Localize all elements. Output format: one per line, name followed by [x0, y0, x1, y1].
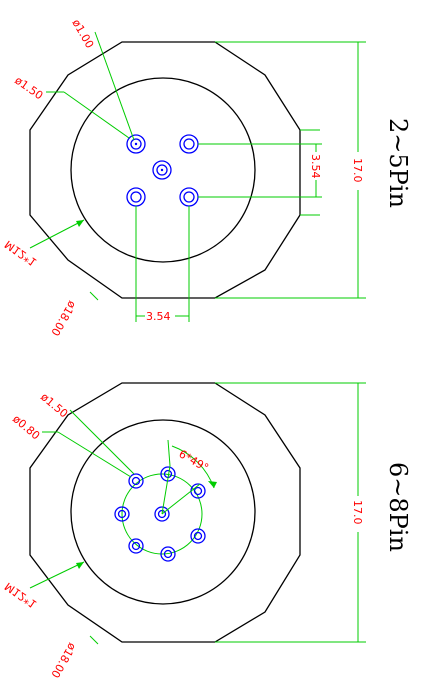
top-pin-body [126, 187, 146, 207]
top-pin-body [179, 187, 199, 207]
bottom-thread-label: M12*1 [2, 580, 39, 611]
bottom-pin-body-label: ø1.50 [38, 390, 70, 420]
top-outer-diameter-label: ø18.00 [48, 299, 78, 339]
top-pin-body [152, 160, 172, 180]
top-pin-center-dot [160, 168, 164, 172]
top-pin-body [179, 134, 199, 154]
bottom-pin-body [160, 546, 176, 562]
top-pin-body-label: ø1.50 [12, 74, 45, 103]
bottom-pin-hole [163, 549, 173, 559]
top-pin-hole [183, 138, 195, 150]
bottom-pin-hole [131, 541, 141, 551]
top-inner-circle [70, 77, 256, 263]
top-spacing-vertical-label: 3.54 [309, 154, 322, 179]
bottom-pin-hole [193, 531, 203, 541]
top-pin-center-dot [134, 142, 138, 146]
top-title: 2~5Pin [384, 118, 412, 208]
top-pin-hole-label: ø1.00 [69, 17, 96, 51]
bottom-pin-body [154, 506, 170, 522]
bottom-outer-diameter-label: ø18.00 [48, 641, 78, 681]
bottom-pin-hole-label: ø0.80 [10, 412, 42, 442]
bottom-pin-body [128, 473, 144, 489]
bottom-inner-circle [70, 419, 256, 605]
bottom-height-label: 17.0 [351, 500, 364, 525]
top-leaders [29, 31, 366, 322]
top-pin-hole [130, 191, 142, 203]
top-spacing-horizontal-label: 3.54 [146, 310, 171, 323]
bottom-pitch-circle [121, 473, 203, 555]
bottom-title: 6~8Pin [384, 462, 412, 552]
bottom-pin-hole [117, 509, 127, 519]
bottom-view: ø1.50 ø0.80 6*49° M12*1 ø18.00 17.0 6~8P… [2, 382, 412, 681]
top-pins [126, 134, 199, 207]
bottom-pin-body [114, 506, 130, 522]
bottom-pins [114, 466, 206, 562]
top-view: ø1.00 ø1.50 M12*1 ø18.00 3.54 3.54 17.0 … [2, 17, 412, 338]
top-height-label: 17.0 [351, 158, 364, 183]
bottom-pin-body [190, 528, 206, 544]
top-pin-hole [130, 138, 142, 150]
top-thread-label: M12*1 [2, 238, 39, 269]
top-pin-body [126, 134, 146, 154]
bottom-leaders [29, 382, 366, 645]
bottom-pin-body [128, 538, 144, 554]
top-pin-hole [156, 164, 168, 176]
bottom-pin-hole [157, 509, 167, 519]
top-pin-hole [183, 191, 195, 203]
bottom-angle-label: 6*49° [177, 447, 211, 474]
bottom-pin-hole [131, 476, 141, 486]
bottom-pin-hole [193, 486, 203, 496]
